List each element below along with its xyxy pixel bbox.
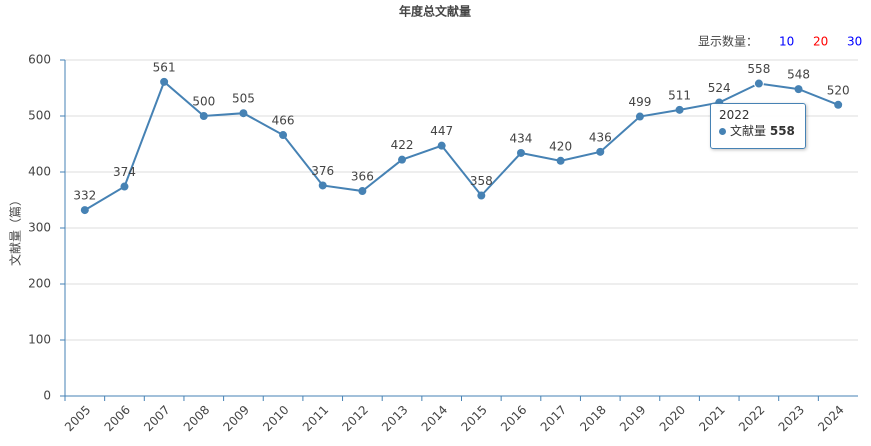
x-tick-label: 2011 [300, 403, 331, 434]
data-label: 422 [391, 138, 414, 152]
y-tick-label: 100 [28, 333, 51, 347]
x-tick-label: 2023 [776, 403, 807, 434]
x-tick-label: 2012 [339, 403, 370, 434]
data-label: 332 [73, 189, 96, 203]
x-tick-label: 2014 [419, 403, 450, 434]
data-point[interactable] [398, 155, 407, 164]
data-label: 558 [747, 62, 770, 76]
x-tick-label: 2005 [62, 403, 93, 434]
x-tick-label: 2017 [538, 403, 569, 434]
data-label: 420 [549, 139, 572, 153]
y-tick-label: 300 [28, 221, 51, 235]
count-option[interactable]: 10 [779, 35, 794, 49]
data-label: 374 [113, 165, 136, 179]
y-tick-label: 500 [28, 109, 51, 123]
data-point[interactable] [596, 147, 605, 156]
data-point[interactable] [556, 156, 565, 165]
data-point[interactable] [794, 85, 803, 94]
x-tick-label: 2024 [815, 403, 846, 434]
data-point[interactable] [834, 100, 843, 109]
chart-title: 年度总文献量 [399, 4, 471, 19]
count-option[interactable]: 30 [847, 35, 862, 49]
data-point[interactable] [635, 112, 644, 121]
x-tick-label: 2022 [736, 403, 767, 434]
data-label: 466 [272, 114, 295, 128]
data-label: 376 [311, 164, 334, 178]
y-tick-label: 600 [28, 53, 51, 67]
data-label: 511 [668, 88, 691, 102]
x-tick-label: 2006 [102, 403, 133, 434]
data-label: 436 [589, 130, 612, 144]
x-tick-label: 2018 [577, 403, 608, 434]
data-point[interactable] [477, 191, 486, 200]
data-label: 561 [153, 60, 176, 74]
y-axis-label: 文献量（篇） [8, 194, 23, 266]
x-tick-label: 2019 [617, 403, 648, 434]
data-point[interactable] [358, 187, 367, 196]
data-point[interactable] [160, 77, 169, 86]
x-tick-label: 2013 [379, 403, 410, 434]
data-point[interactable] [80, 206, 89, 215]
tooltip-title: 2022 [719, 108, 750, 122]
x-tick-label: 2009 [221, 403, 252, 434]
data-label: 366 [351, 170, 374, 184]
data-point[interactable] [318, 181, 327, 190]
x-tick-label: 2008 [181, 403, 212, 434]
data-point[interactable] [437, 141, 446, 150]
y-tick-label: 200 [28, 277, 51, 291]
data-point[interactable] [675, 105, 684, 114]
controls-label: 显示数量： [698, 34, 758, 49]
data-label: 358 [470, 174, 493, 188]
x-tick-label: 2021 [696, 403, 727, 434]
x-tick-label: 2007 [141, 403, 172, 434]
x-tick-label: 2015 [458, 403, 489, 434]
data-label: 548 [787, 68, 810, 82]
data-label: 520 [827, 83, 850, 97]
data-label: 447 [430, 124, 453, 138]
data-point[interactable] [239, 109, 248, 118]
y-tick-label: 400 [28, 165, 51, 179]
data-label: 434 [510, 131, 533, 145]
tooltip-row: 文献量 558 [719, 122, 797, 139]
x-tick-label: 2020 [657, 403, 688, 434]
data-point[interactable] [120, 182, 129, 191]
tooltip-dot [719, 128, 726, 135]
data-label: 524 [708, 81, 731, 95]
data-label: 499 [628, 95, 651, 109]
count-option[interactable]: 20 [813, 35, 828, 49]
data-point[interactable] [279, 131, 288, 140]
tooltip-value: 558 [769, 124, 795, 138]
data-label: 505 [232, 92, 255, 106]
data-point[interactable] [516, 148, 525, 157]
tooltip-series: 文献量 [730, 124, 767, 138]
x-tick-label: 2010 [260, 403, 291, 434]
data-point[interactable] [753, 78, 764, 89]
y-tick-label: 0 [43, 389, 51, 403]
data-label: 500 [192, 95, 215, 109]
tooltip: 2022 文献量 558 [710, 103, 806, 149]
x-tick-label: 2016 [498, 403, 529, 434]
data-point[interactable] [199, 112, 208, 120]
